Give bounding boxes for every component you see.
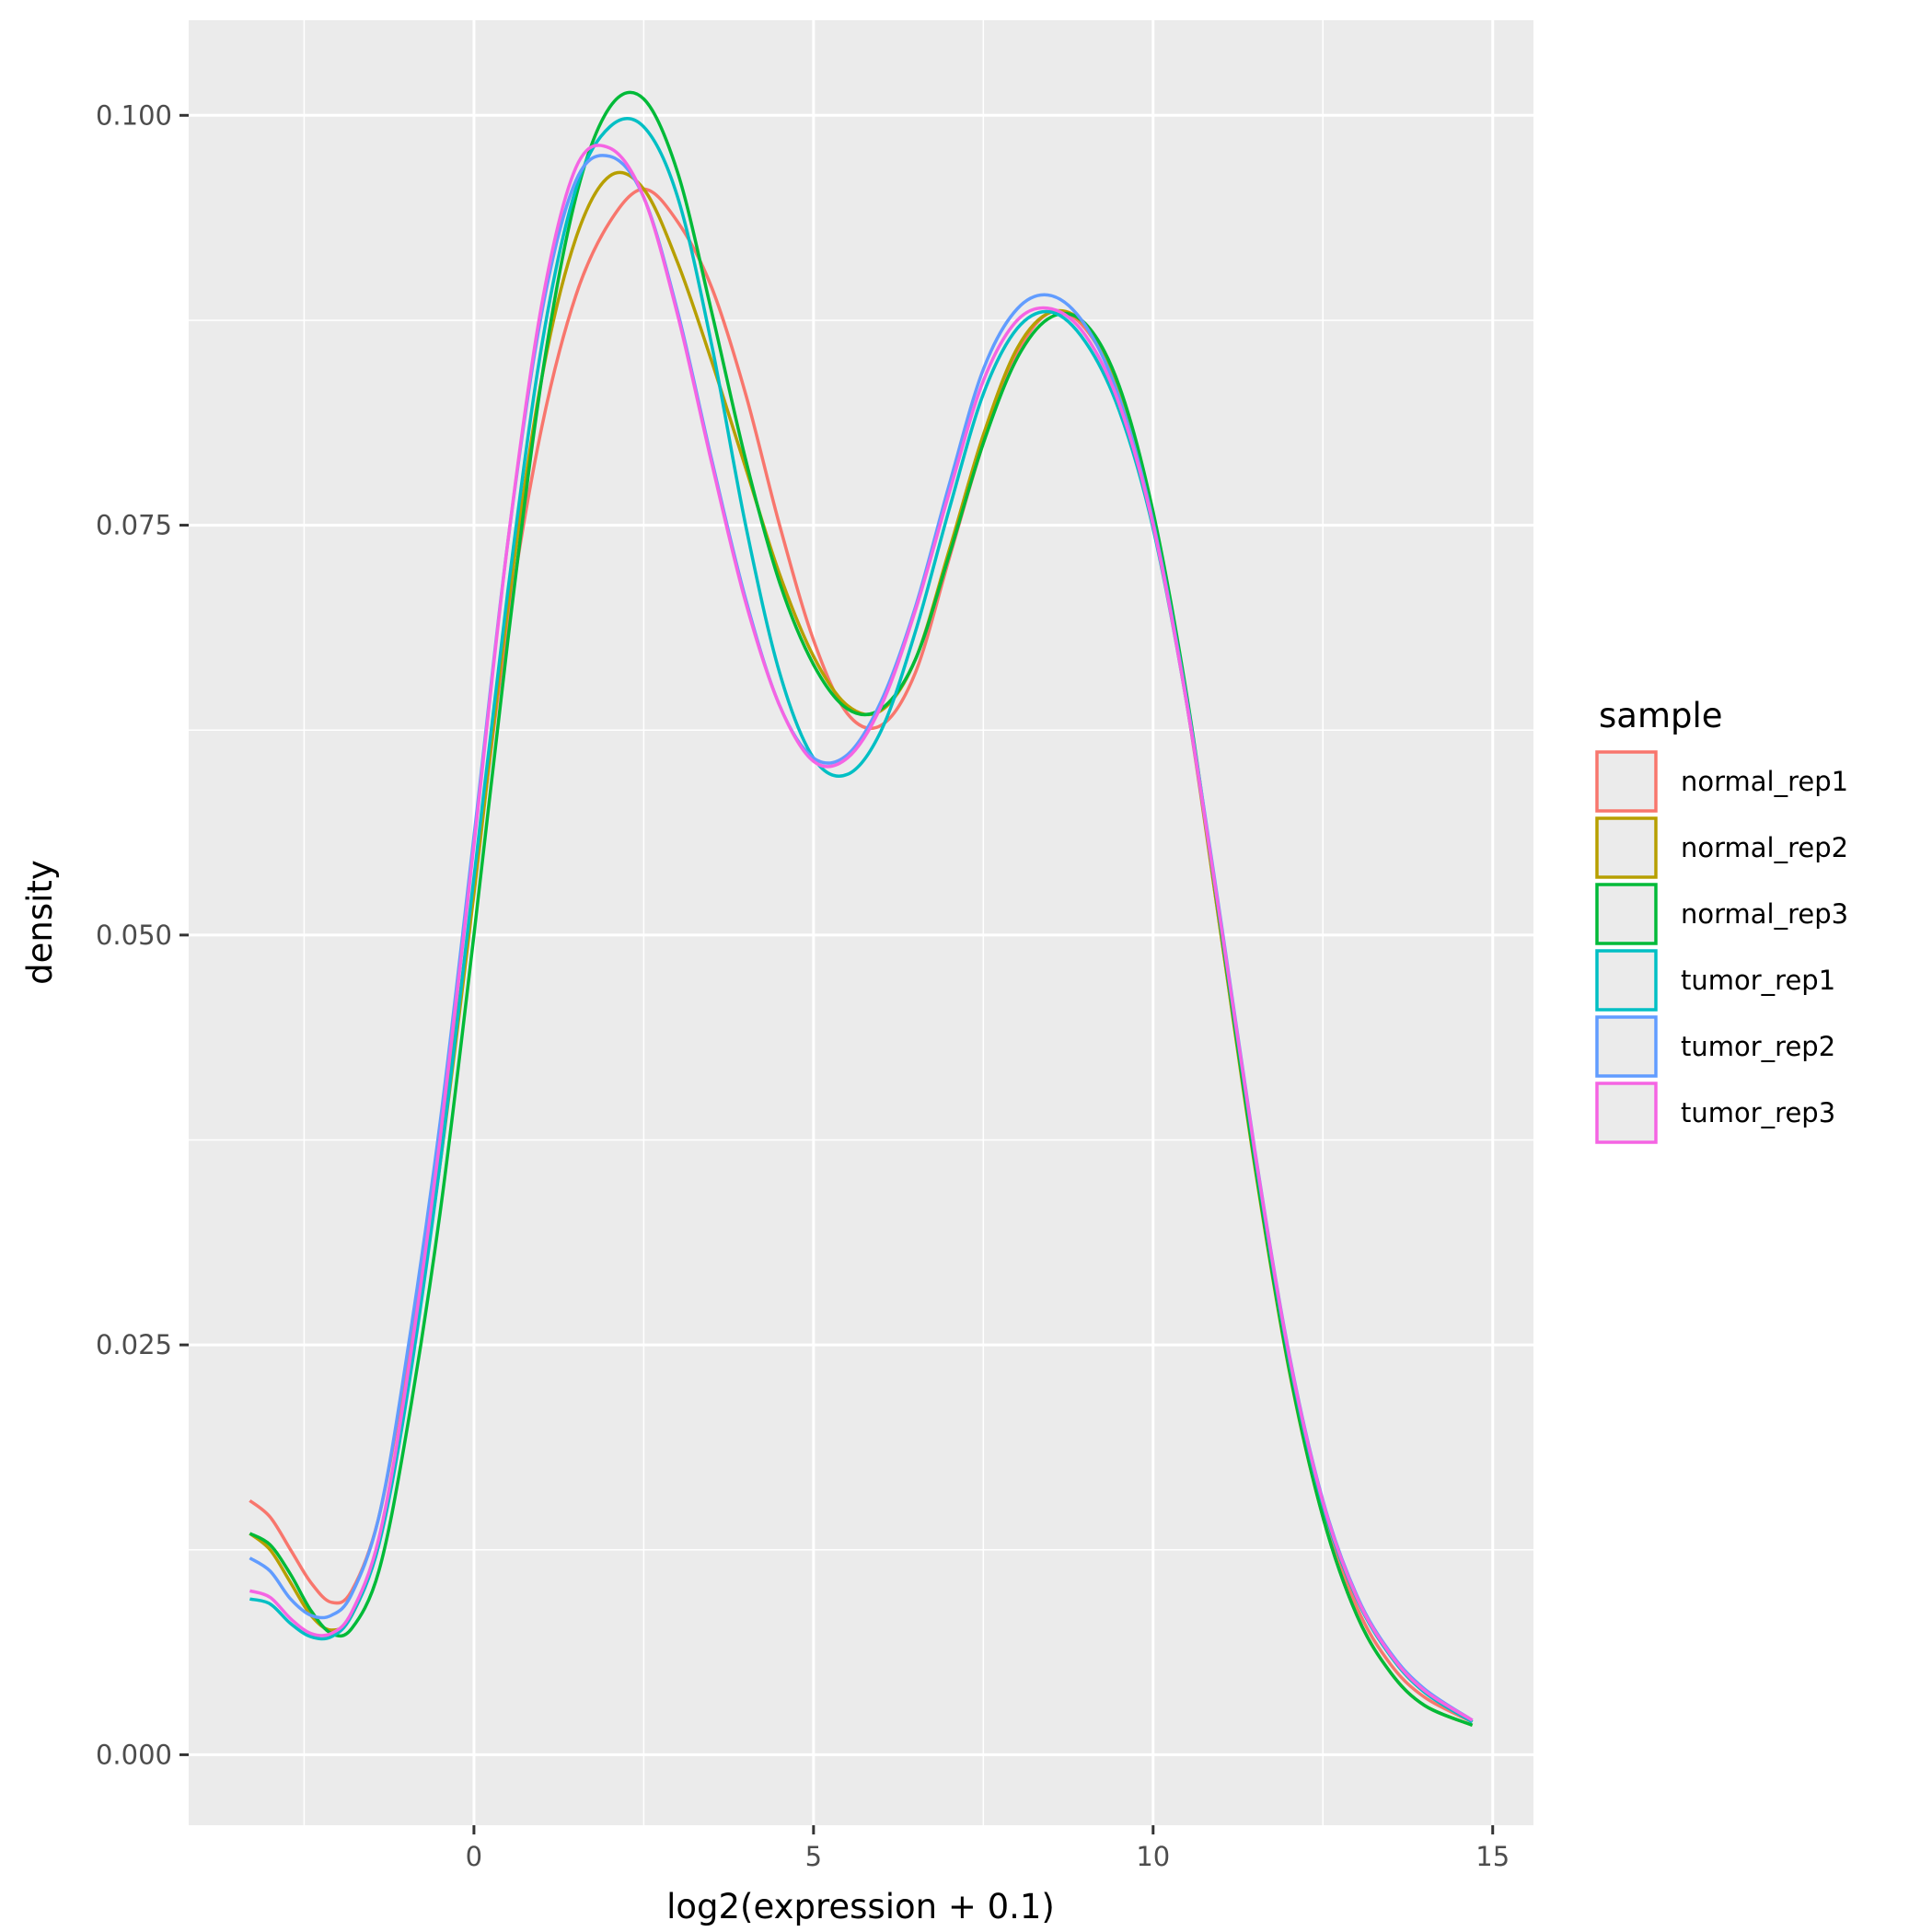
- legend-label-normal-rep1: normal_rep1: [1681, 766, 1848, 797]
- x-axis-title: log2(expression + 0.1): [666, 1887, 1055, 1926]
- y-axis-title: density: [20, 860, 60, 985]
- y-tick-label: 0.100: [96, 99, 172, 131]
- y-axis: 0.000 0.025 0.050 0.075 0.100: [96, 99, 189, 1770]
- legend-key-tumor-rep3: [1595, 1082, 1658, 1144]
- plot-panel: [189, 20, 1533, 1825]
- y-tick-label: 0.075: [96, 510, 172, 541]
- legend-key-tumor-rep1: [1595, 949, 1658, 1012]
- legend: sample normal_rep1 normal_rep2 normal_rep3…: [1595, 696, 1848, 1144]
- legend-label-normal-rep2: normal_rep2: [1681, 832, 1848, 863]
- legend-key-normal-rep2: [1595, 816, 1658, 879]
- legend-label-normal-rep3: normal_rep3: [1681, 898, 1848, 930]
- legend-label-tumor-rep2: tumor_rep2: [1681, 1031, 1835, 1062]
- legend-key-tumor-rep2: [1595, 1015, 1658, 1078]
- legend-key-normal-rep3: [1595, 883, 1658, 945]
- y-tick-label: 0.000: [96, 1739, 172, 1770]
- x-axis: 0 5 10 15: [466, 1825, 1510, 1872]
- legend-label-tumor-rep1: tumor_rep1: [1681, 965, 1835, 996]
- y-tick-label: 0.050: [96, 920, 172, 951]
- x-tick-label: 10: [1136, 1841, 1170, 1872]
- legend-title: sample: [1599, 696, 1723, 735]
- legend-key-normal-rep1: [1595, 750, 1658, 813]
- legend-label-tumor-rep3: tumor_rep3: [1681, 1097, 1835, 1128]
- x-tick-label: 5: [805, 1841, 822, 1872]
- series-line-tumor-rep3: [249, 144, 1474, 1722]
- grid-minor: [189, 20, 1533, 1825]
- y-tick-label: 0.025: [96, 1329, 172, 1360]
- x-tick-label: 15: [1475, 1841, 1510, 1872]
- x-tick-label: 0: [466, 1841, 482, 1872]
- series-lines: [249, 90, 1474, 1728]
